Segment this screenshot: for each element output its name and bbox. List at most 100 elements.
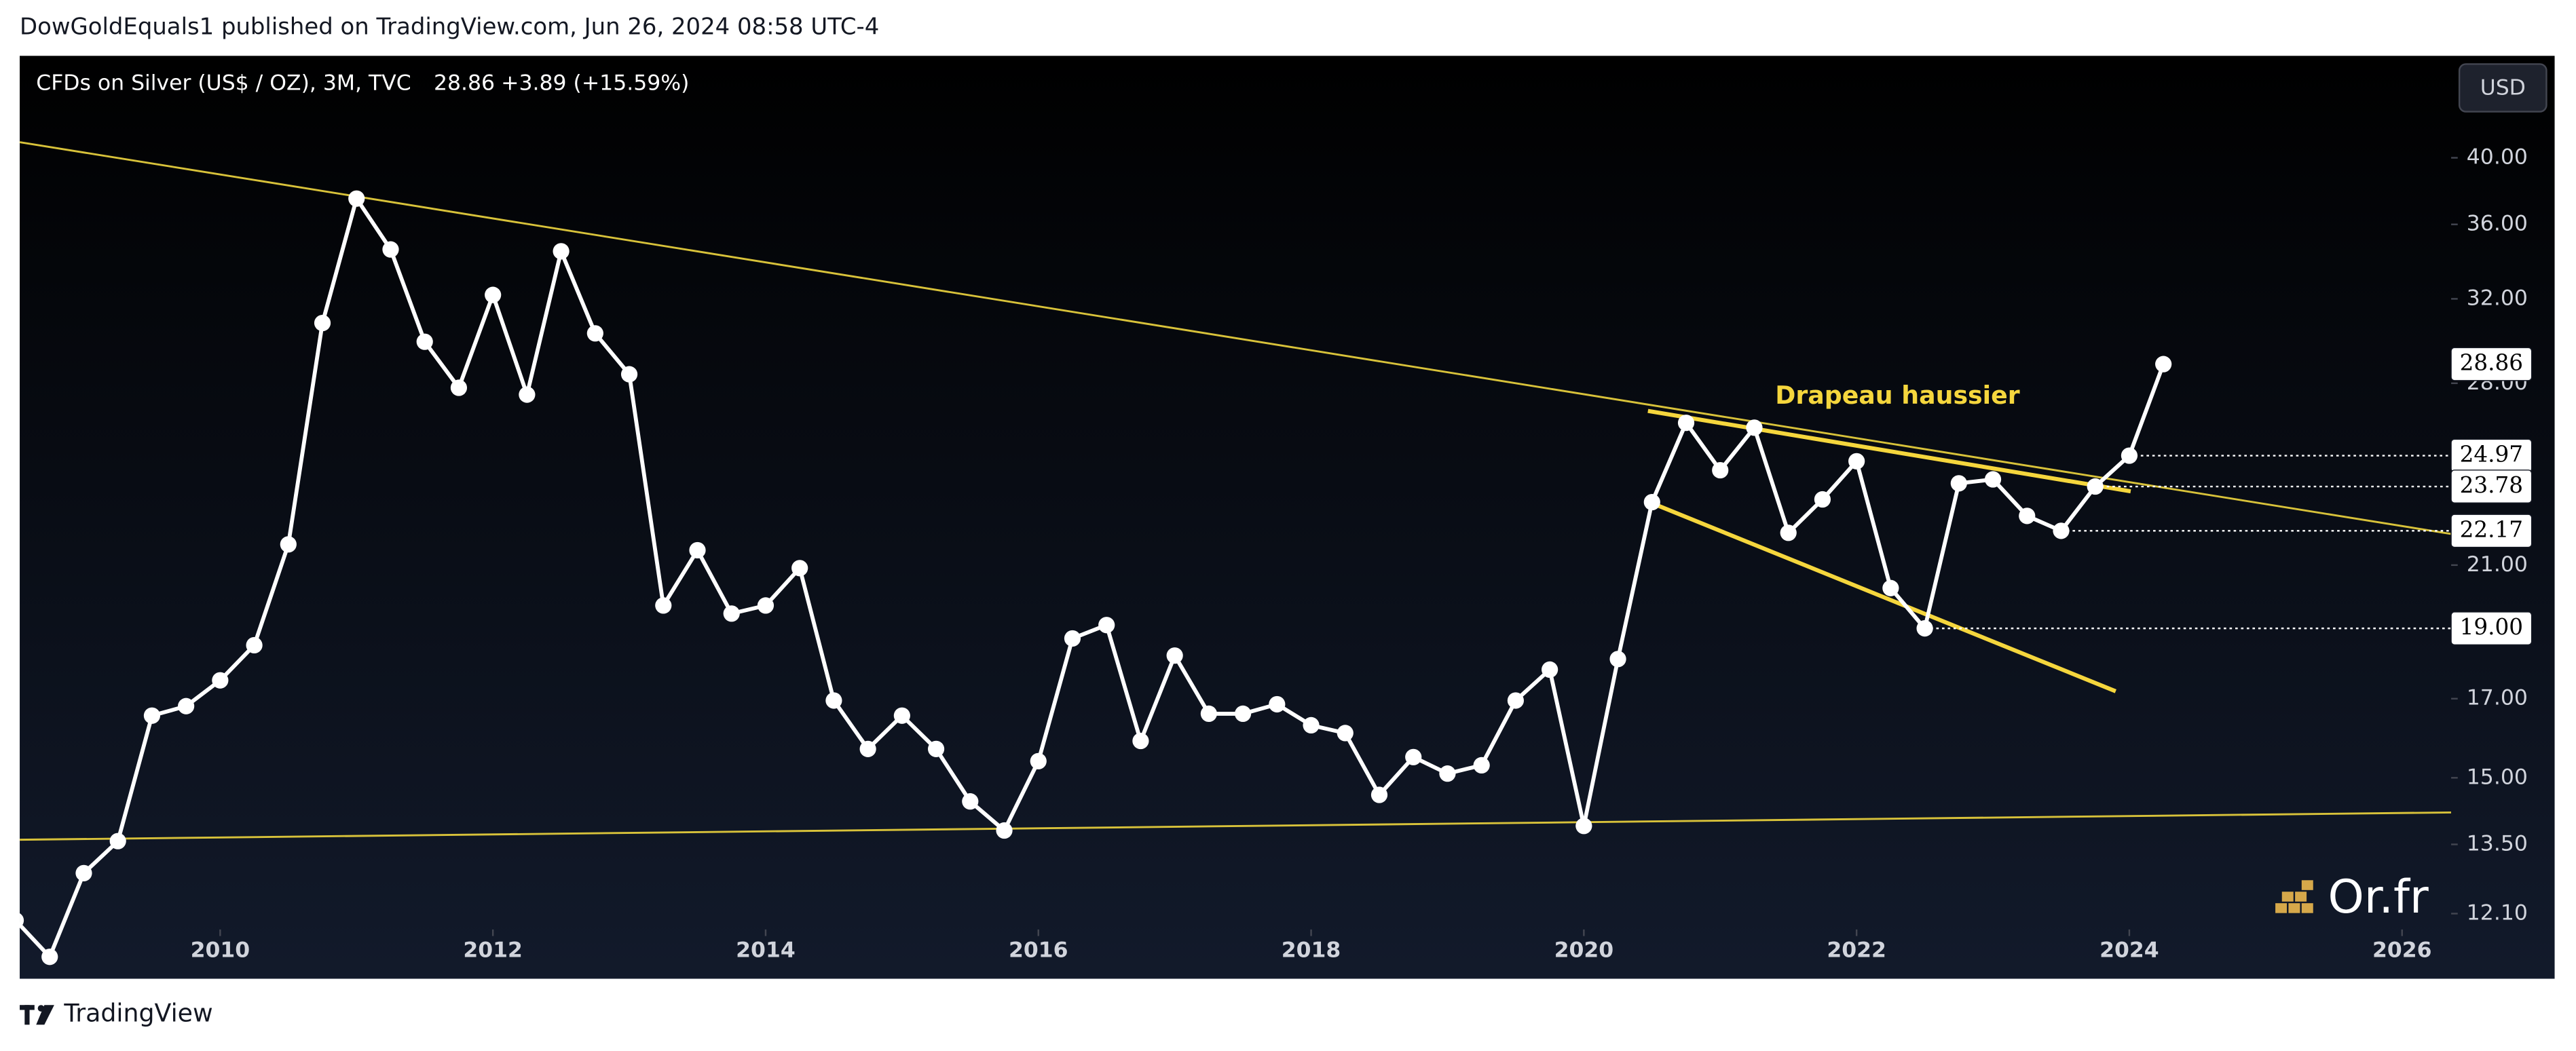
data-point	[1132, 732, 1149, 750]
trendline	[20, 811, 2452, 841]
price-label-box	[2450, 611, 2533, 646]
data-point	[620, 366, 638, 383]
x-tick-label: 2014	[736, 938, 796, 962]
data-point	[1609, 651, 1626, 668]
footer-logo	[20, 1005, 54, 1025]
data-point	[1984, 471, 2002, 488]
price-label: 23.78	[2460, 472, 2523, 498]
data-point	[1950, 475, 1967, 492]
x-tick-label: 2020	[1554, 938, 1614, 962]
data-point	[416, 333, 433, 350]
data-point	[2087, 478, 2104, 495]
data-point	[1166, 647, 1183, 664]
currency-button[interactable]	[2458, 63, 2547, 113]
x-tick-label: 2010	[191, 938, 250, 962]
data-point	[212, 672, 229, 689]
data-point	[655, 597, 672, 614]
price-label: 22.17	[2460, 516, 2523, 542]
data-point	[246, 636, 263, 654]
price-change: +3.89 (+15.59%)	[501, 71, 689, 95]
trendline	[1647, 408, 2131, 494]
y-tick-label: 21.00	[2467, 552, 2528, 577]
data-point	[586, 325, 603, 342]
data-point	[1507, 692, 1524, 709]
data-point	[2019, 508, 2036, 524]
x-tick-label: 2022	[1827, 938, 1886, 962]
data-point	[75, 864, 92, 881]
data-point	[1064, 630, 1081, 647]
y-tick-label: 40.00	[2467, 145, 2528, 170]
last-price: 28.86	[434, 71, 495, 95]
price-label: 24.97	[2460, 442, 2523, 467]
data-point	[2121, 447, 2138, 464]
data-point	[1200, 705, 1217, 723]
data-point	[1542, 661, 1558, 678]
price-label-box	[2450, 347, 2533, 381]
data-point	[689, 541, 706, 559]
data-point	[314, 314, 331, 332]
data-point	[1916, 620, 1933, 637]
data-point	[1337, 725, 1354, 742]
data-point	[791, 560, 808, 577]
y-tick-label: 13.50	[2467, 831, 2528, 856]
data-point	[348, 190, 365, 207]
x-tick-label: 2024	[2099, 938, 2159, 962]
trendline	[1655, 503, 2116, 693]
footer: TradingView	[63, 999, 212, 1028]
x-tick-label: 2026	[2372, 938, 2432, 962]
price-label: 28.86	[2460, 350, 2523, 376]
data-point	[1677, 415, 1695, 432]
data-point	[20, 913, 24, 928]
price-line-series	[20, 196, 2165, 959]
data-point	[1303, 716, 1320, 734]
y-tick-label: 36.00	[2467, 212, 2528, 236]
data-point	[927, 740, 945, 757]
data-point	[723, 605, 740, 622]
trendline	[20, 141, 2452, 535]
chart-panel	[20, 56, 2555, 979]
price-label-box	[2450, 514, 2533, 548]
data-point	[1030, 752, 1047, 769]
data-point	[1439, 765, 1456, 782]
y-tick-label: 32.00	[2467, 286, 2528, 310]
data-point	[1405, 748, 1422, 765]
data-point	[178, 698, 195, 714]
watermark: Or.fr	[2328, 870, 2429, 923]
data-point	[450, 379, 468, 396]
data-point	[143, 707, 161, 724]
data-point	[825, 692, 842, 709]
data-point	[2155, 356, 2172, 372]
x-tick-label: 2018	[1282, 938, 1341, 962]
price-label-box	[2450, 470, 2533, 503]
data-point	[1234, 705, 1252, 723]
header: DowGoldEquals1 published on TradingView.…	[20, 14, 879, 40]
data-point	[1370, 786, 1388, 803]
data-point	[1746, 419, 1763, 436]
data-point	[859, 740, 876, 757]
data-point	[519, 386, 536, 403]
currency-label[interactable]: USD	[2480, 76, 2526, 100]
data-point	[1780, 524, 1797, 541]
data-point	[893, 707, 910, 724]
symbol-title: CFDs on Silver (US$ / OZ), 3M, TVC	[36, 71, 411, 95]
y-tick-label: 12.10	[2467, 900, 2528, 925]
data-point	[2053, 522, 2070, 539]
data-point	[1814, 491, 1831, 508]
data-point	[1098, 617, 1115, 634]
watermark-logo	[2275, 880, 2313, 913]
plot-area	[20, 141, 2452, 966]
data-point	[41, 949, 58, 966]
annotation: Drapeau haussier	[1775, 381, 2020, 410]
data-point	[553, 243, 570, 260]
y-tick-label: 15.00	[2467, 765, 2528, 789]
data-point	[485, 286, 502, 303]
data-point	[1643, 493, 1660, 511]
data-point	[757, 597, 774, 614]
data-point	[1712, 461, 1729, 479]
data-point	[1848, 453, 1865, 470]
data-point	[996, 822, 1013, 839]
x-tick-label: 2012	[463, 938, 523, 962]
data-point	[1575, 818, 1592, 835]
